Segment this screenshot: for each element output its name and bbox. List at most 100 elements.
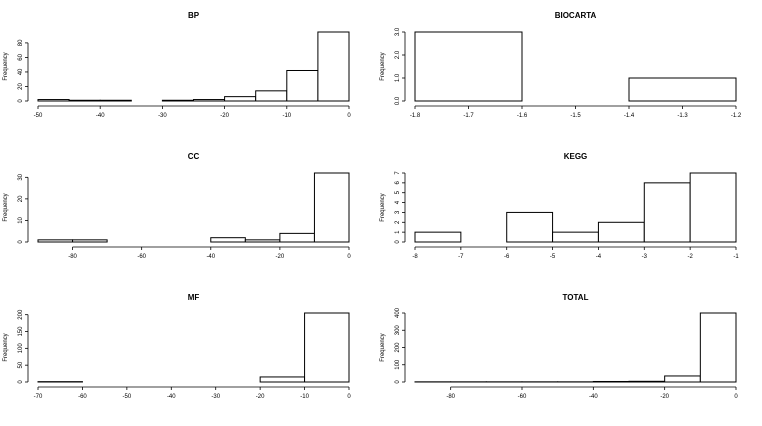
x-tick-label: -30 <box>158 113 167 119</box>
histogram-bar <box>664 375 701 383</box>
histogram-bar <box>552 231 599 243</box>
y-tick-label: 150 <box>18 326 24 337</box>
y-tick-label: 0 <box>18 380 24 384</box>
y-axis-label: Frequency <box>3 52 9 80</box>
x-tick-label: 0 <box>347 113 351 119</box>
histogram-bar <box>506 211 554 243</box>
x-tick-label: -1.6 <box>517 113 528 119</box>
y-tick-label: 0 <box>18 240 24 244</box>
chart-biocarta: BIOCARTA -1.8 -1.7 -1.6 -1.5 -1.4 -1.3 -1.2 0.0 1… <box>380 11 742 119</box>
x-tick-label: -1.3 <box>677 113 688 119</box>
y-axis-label: Frequency <box>380 333 386 361</box>
histogram-bar <box>37 99 70 102</box>
histogram-bar <box>279 232 315 243</box>
x-tick-label: -50 <box>34 113 43 119</box>
y-tick-label: 1 <box>395 230 401 234</box>
x-tick-label: -1 <box>733 254 739 260</box>
x-tick-label: -40 <box>96 113 105 119</box>
histogram-bar <box>286 69 319 102</box>
y-tick-label: 2.0 <box>395 50 401 59</box>
x-tick-label: -1.4 <box>624 113 635 119</box>
y-tick-label: 0 <box>18 99 24 103</box>
x-tick-label: -1.5 <box>570 113 581 119</box>
y-tick-label: 2 <box>395 220 401 224</box>
x-tick-label: -40 <box>206 254 215 260</box>
y-tick-label: 80 <box>18 39 24 46</box>
x-tick-label: -10 <box>282 113 291 119</box>
histogram-bar <box>592 380 630 383</box>
x-tick-label: -7 <box>458 254 464 260</box>
x-tick-label: -20 <box>256 394 265 400</box>
y-tick-label: 50 <box>18 361 24 368</box>
chart-title: TOTAL <box>563 293 589 302</box>
y-axis-label: Frequency <box>380 193 386 221</box>
x-tick-label: -50 <box>123 394 132 400</box>
x-tick-label: -80 <box>446 394 455 400</box>
x-tick-label: 0 <box>347 394 351 400</box>
chart-total: TOTAL -80 -60 -40 -20 0 0 100 200 300 400 Frequency <box>380 293 738 400</box>
x-tick-label: -60 <box>518 394 527 400</box>
x-tick-label: -1.7 <box>463 113 474 119</box>
y-tick-label: 6 <box>395 181 401 185</box>
x-tick-label: -5 <box>550 254 556 260</box>
x-tick-label: -2 <box>687 254 693 260</box>
y-tick-label: 4 <box>395 200 401 204</box>
x-tick-label: -70 <box>34 394 43 400</box>
chart-mf: MF -70 -60 -50 -40 -30 -20 -10 0 0 50 100 150 200 Freq… <box>3 293 351 400</box>
histogram-bar <box>161 99 194 102</box>
chart-title: KEGG <box>564 152 588 161</box>
histogram-bar <box>628 380 666 383</box>
y-tick-label: 3 <box>395 210 401 214</box>
chart-bp: BP -50 -40 -30 -20 -10 0 0 20 40 60 80 Frequency <box>3 11 351 119</box>
y-tick-label: 100 <box>18 343 24 354</box>
histogram-bar <box>699 312 737 383</box>
y-tick-label: 0 <box>395 240 401 244</box>
histogram-bar <box>99 99 132 102</box>
x-tick-label: -10 <box>300 394 309 400</box>
chart-cc: CC -80 -60 -40 -20 0 0 10 20 30 Frequency <box>3 152 351 260</box>
x-tick-label: -3 <box>642 254 648 260</box>
y-tick-label: 20 <box>18 82 24 89</box>
histogram-bar <box>259 376 306 383</box>
histogram-bar <box>224 96 257 102</box>
x-tick-label: -80 <box>68 254 77 260</box>
histogram-bar <box>414 231 462 243</box>
x-tick-label: -1.2 <box>731 113 742 119</box>
histogram-bar <box>313 172 350 243</box>
y-tick-label: 3.0 <box>395 27 401 36</box>
x-tick-label: -40 <box>589 394 598 400</box>
histogram-bar <box>210 237 246 243</box>
histogram-bar <box>37 239 74 243</box>
x-tick-label: -8 <box>412 254 418 260</box>
x-tick-label: -1.8 <box>410 113 421 119</box>
x-tick-label: -60 <box>137 254 146 260</box>
histogram-bar <box>414 31 523 102</box>
histogram-bar <box>317 31 350 102</box>
x-tick-label: -30 <box>211 394 220 400</box>
histogram-bar <box>193 99 226 102</box>
x-tick-label: -20 <box>660 394 669 400</box>
y-tick-label: 30 <box>18 173 24 180</box>
chart-kegg: KEGG -8 -7 -6 -5 -4 -3 -2 -1 0 1 2 3 4 5 6 7 Frequency <box>380 152 739 260</box>
y-tick-label: 7 <box>395 171 401 175</box>
x-tick-label: -4 <box>596 254 602 260</box>
y-tick-label: 0 <box>395 380 401 384</box>
histogram-bar <box>689 172 737 243</box>
chart-title: BIOCARTA <box>555 11 597 20</box>
x-tick-label: 0 <box>734 394 738 400</box>
y-tick-label: 100 <box>395 359 401 370</box>
histogram-bar <box>255 90 288 102</box>
y-tick-label: 400 <box>395 307 401 318</box>
x-tick-label: -60 <box>78 394 87 400</box>
y-axis-label: Frequency <box>3 333 9 361</box>
x-tick-label: -20 <box>220 113 229 119</box>
histogram-bar <box>72 239 108 243</box>
y-tick-label: 20 <box>18 195 24 202</box>
histogram-bar <box>628 77 737 102</box>
y-tick-label: 0.0 <box>395 96 401 105</box>
y-tick-label: 300 <box>395 325 401 336</box>
x-tick-label: 0 <box>347 254 351 260</box>
chart-title: BP <box>188 11 200 20</box>
chart-title: MF <box>188 293 200 302</box>
